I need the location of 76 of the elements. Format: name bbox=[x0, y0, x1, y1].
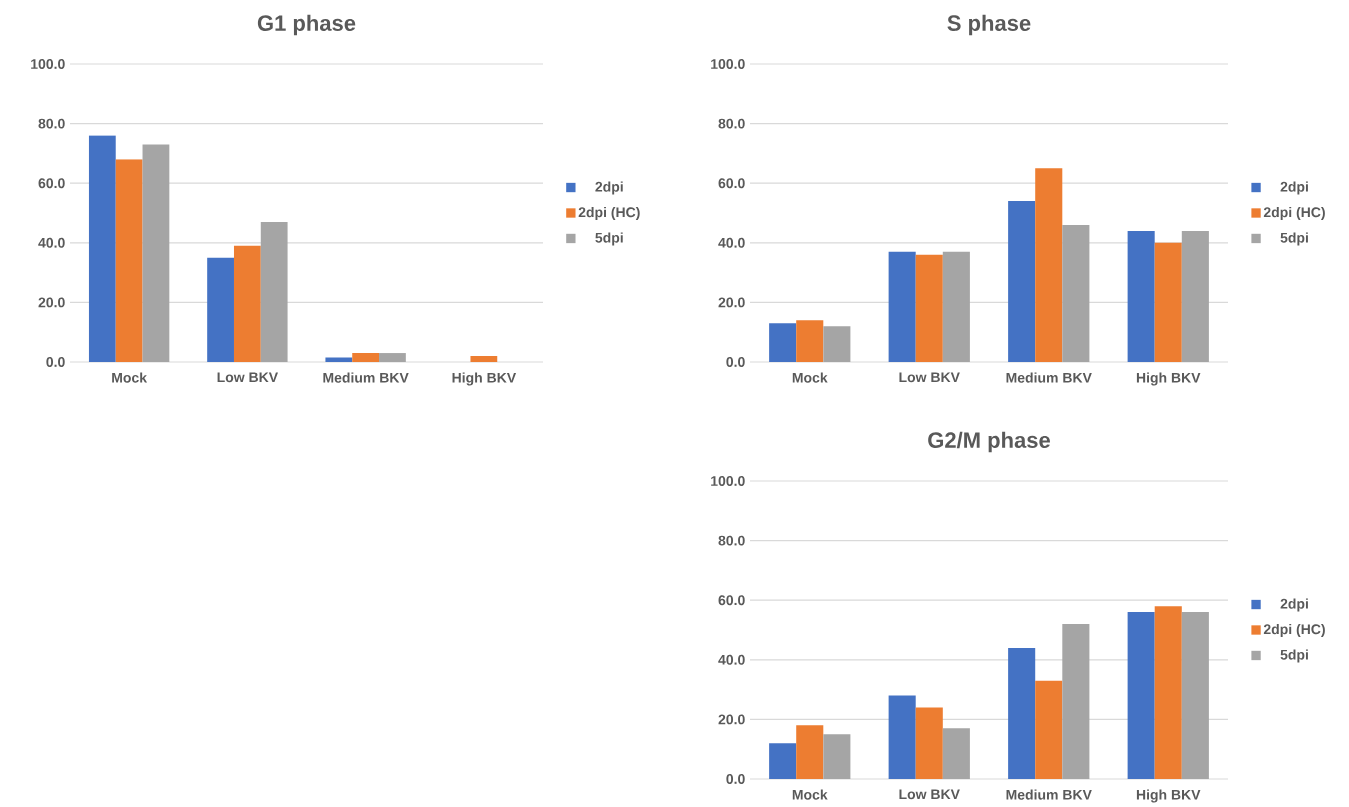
y-tick-label: 0.0 bbox=[726, 774, 745, 784]
y-tick-label: 0.0 bbox=[726, 357, 745, 367]
bar bbox=[88, 135, 116, 363]
legend-label: 5dpi bbox=[595, 232, 623, 246]
y-tick-label: 20.0 bbox=[718, 297, 745, 308]
y-tick-label: 60.0 bbox=[718, 595, 745, 606]
bar bbox=[1127, 612, 1155, 780]
y-tick-label: 80.0 bbox=[718, 118, 745, 129]
bar bbox=[769, 323, 797, 363]
chart-title: G2/M phase bbox=[928, 431, 1050, 453]
y-tick-label: 40.0 bbox=[718, 654, 745, 665]
bar bbox=[888, 251, 916, 363]
bar bbox=[1181, 230, 1209, 363]
bar bbox=[942, 251, 970, 363]
bar bbox=[1035, 680, 1063, 780]
bar bbox=[352, 353, 380, 363]
bar bbox=[823, 326, 851, 363]
bar bbox=[888, 695, 916, 780]
bar bbox=[115, 159, 143, 363]
legend-label: 5dpi bbox=[1280, 232, 1308, 246]
bar bbox=[1154, 242, 1182, 363]
x-tick-label: Mock bbox=[792, 789, 828, 800]
x-tick-label: High BKV bbox=[1136, 789, 1201, 803]
legend-label: 2dpi (HC) bbox=[1263, 623, 1325, 637]
x-tick-label: Low BKV bbox=[899, 372, 960, 383]
y-tick-label: 80.0 bbox=[718, 535, 745, 546]
bar bbox=[142, 144, 170, 363]
x-tick-label: Medium BKV bbox=[1006, 372, 1092, 383]
bar bbox=[823, 734, 851, 780]
y-tick-label: 20.0 bbox=[38, 297, 65, 308]
bar bbox=[769, 743, 797, 780]
bar bbox=[1127, 230, 1155, 363]
bar bbox=[325, 357, 353, 363]
legend-label: 2dpi bbox=[595, 181, 623, 195]
y-tick-label: 100.0 bbox=[711, 59, 745, 69]
legend-label: 2dpi (HC) bbox=[578, 206, 640, 220]
y-tick-label: 40.0 bbox=[718, 237, 745, 248]
y-tick-label: 100.0 bbox=[31, 59, 65, 69]
x-tick-label: High BKV bbox=[1136, 372, 1201, 386]
legend-label: 2dpi bbox=[1280, 598, 1308, 612]
y-tick-label: 0.0 bbox=[46, 357, 65, 367]
legend-label: 2dpi bbox=[1280, 181, 1308, 195]
bar bbox=[1062, 224, 1090, 363]
y-tick-label: 20.0 bbox=[718, 714, 745, 725]
legend-label: 5dpi bbox=[1280, 649, 1308, 663]
bar bbox=[1062, 624, 1090, 780]
y-tick-label: 80.0 bbox=[38, 118, 65, 129]
x-tick-label: Low BKV bbox=[217, 372, 278, 383]
bar bbox=[1008, 201, 1036, 363]
bar bbox=[1154, 606, 1182, 780]
chart-title: S phase bbox=[947, 14, 1031, 36]
y-tick-label: 100.0 bbox=[711, 476, 745, 486]
bar bbox=[1035, 168, 1063, 363]
bar bbox=[796, 320, 824, 363]
bar bbox=[1008, 647, 1036, 780]
bar bbox=[260, 221, 288, 363]
bar bbox=[233, 245, 261, 363]
x-tick-label: Mock bbox=[112, 372, 148, 383]
x-tick-label: High BKV bbox=[452, 372, 517, 386]
y-tick-label: 60.0 bbox=[718, 178, 745, 189]
bar bbox=[379, 353, 406, 363]
chart-title: G1 phase bbox=[257, 14, 356, 36]
x-tick-label: Medium BKV bbox=[323, 372, 409, 383]
legend-label: 2dpi (HC) bbox=[1263, 206, 1325, 220]
bar bbox=[207, 257, 234, 363]
y-tick-label: 40.0 bbox=[38, 237, 65, 248]
bar bbox=[796, 725, 824, 780]
bar bbox=[470, 356, 498, 363]
y-tick-label: 60.0 bbox=[38, 178, 65, 189]
x-tick-label: Mock bbox=[792, 372, 828, 383]
bar bbox=[915, 707, 943, 780]
bar bbox=[915, 254, 943, 363]
bar bbox=[942, 728, 970, 780]
x-tick-label: Low BKV bbox=[899, 789, 960, 800]
bar bbox=[1181, 612, 1209, 780]
x-tick-label: Medium BKV bbox=[1006, 789, 1092, 800]
